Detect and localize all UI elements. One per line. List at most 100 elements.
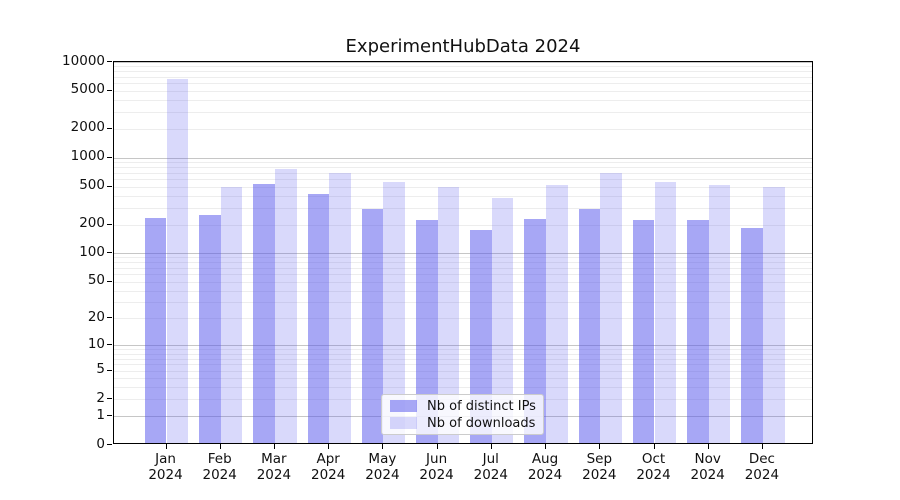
y-gridline-minor [114, 90, 812, 92]
bar-downloads-dec [762, 187, 785, 443]
y-tick-label: 1 [96, 406, 105, 423]
x-tick-label: Jul 2024 [459, 451, 523, 483]
bar-distinct-ips-dec [741, 228, 763, 443]
y-gridline-minor [114, 83, 812, 85]
bar-distinct-ips-jan [144, 217, 167, 443]
y-gridline-minor [114, 167, 812, 168]
legend-swatch-distinct-ips [390, 400, 417, 412]
x-tick [707, 444, 709, 449]
x-tick [436, 444, 438, 449]
y-gridline-minor [114, 224, 812, 226]
x-tick-label: Aug 2024 [513, 451, 577, 483]
x-tick-month: Jul [482, 451, 499, 467]
legend-swatch-downloads [390, 417, 417, 429]
y-tick-label: 20 [87, 308, 105, 325]
y-gridline-minor [114, 76, 812, 78]
y-tick [107, 280, 112, 282]
x-tick-label: Jun 2024 [405, 451, 469, 483]
x-tick-month: Sep [586, 451, 613, 467]
y-gridline-major [114, 253, 812, 255]
x-tick-month: Nov [694, 451, 721, 467]
y-tick [107, 344, 112, 346]
bar-distinct-ips-apr [307, 193, 330, 443]
bar-downloads-jun [437, 186, 460, 443]
y-gridline-minor [114, 262, 812, 264]
bar-distinct-ips-jun [415, 220, 438, 443]
x-tick [761, 444, 763, 449]
y-tick [107, 185, 112, 187]
y-gridline-minor [114, 112, 812, 114]
bar-distinct-ips-mar [253, 183, 275, 443]
x-tick-label: Sep 2024 [567, 451, 631, 483]
x-tick [653, 444, 655, 449]
x-tick-label: Feb 2024 [188, 451, 252, 483]
y-tick [107, 398, 112, 400]
bar-distinct-ips-aug [524, 218, 546, 443]
y-gridline-minor [114, 162, 812, 164]
y-tick [107, 317, 112, 319]
y-gridline-minor [114, 207, 812, 209]
x-tick-label: Mar 2024 [242, 451, 306, 483]
y-gridline-minor [114, 178, 812, 180]
y-tick-label: 10000 [62, 52, 105, 69]
x-tick-year: 2024 [365, 467, 400, 483]
x-tick [273, 444, 275, 449]
legend-label-downloads: Nb of downloads [427, 415, 536, 431]
y-tick-label: 5 [96, 361, 105, 377]
x-tick-year: 2024 [690, 467, 725, 483]
plot-area [113, 61, 813, 444]
legend-item-distinct-ips: Nb of distinct IPs [390, 399, 536, 414]
x-tick [219, 444, 221, 449]
x-tick-label: May 2024 [350, 451, 414, 483]
bar-downloads-feb [220, 186, 243, 443]
x-tick-month: May [368, 451, 397, 467]
y-gridline-minor [114, 387, 812, 389]
x-tick-year: 2024 [148, 467, 183, 483]
y-tick-label: 0 [96, 435, 105, 452]
x-tick-year: 2024 [636, 467, 671, 483]
legend: Nb of distinct IPs Nb of downloads [381, 394, 544, 435]
bar-distinct-ips-oct [632, 220, 655, 443]
y-gridline-minor [114, 349, 812, 351]
x-tick-year: 2024 [744, 467, 780, 483]
x-tick-label: Nov 2024 [676, 451, 740, 483]
y-tick-label: 5000 [70, 81, 105, 98]
y-gridline-minor [114, 378, 812, 380]
x-tick-year: 2024 [527, 467, 563, 483]
y-gridline-minor [114, 318, 812, 320]
x-tick-month: Mar [261, 451, 287, 467]
bar-downloads-oct [654, 181, 677, 443]
y-gridline-minor [114, 66, 812, 68]
x-tick-month: Dec [748, 451, 775, 467]
y-tick-label: 50 [87, 272, 105, 288]
y-tick-label: 1000 [70, 148, 105, 165]
x-tick-year: 2024 [311, 467, 346, 483]
bar-downloads-apr [329, 173, 351, 443]
y-gridline-minor [114, 186, 812, 188]
y-gridline-major [114, 62, 812, 63]
y-gridline-minor [114, 290, 812, 292]
x-tick [599, 444, 601, 449]
bar-downloads-jul [491, 197, 514, 443]
bar-downloads-jan [166, 79, 189, 443]
y-tick-label: 500 [79, 177, 105, 193]
y-tick [107, 156, 112, 158]
legend-item-downloads: Nb of downloads [390, 416, 535, 431]
y-gridline-minor [114, 128, 812, 130]
y-gridline-minor [114, 370, 812, 372]
x-tick-label: Dec 2024 [730, 451, 794, 483]
x-tick-month: Oct [641, 451, 666, 467]
y-gridline-minor [114, 100, 812, 102]
y-tick-label: 2000 [70, 119, 105, 136]
bar-distinct-ips-feb [199, 214, 221, 443]
x-tick [328, 444, 330, 449]
y-gridline-minor [114, 267, 812, 269]
bar-distinct-ips-sep [578, 208, 601, 443]
y-tick [107, 444, 112, 445]
y-tick-label: 200 [79, 215, 105, 231]
y-gridline-minor [114, 353, 812, 355]
x-tick-month: Apr [316, 451, 340, 467]
y-tick-label: 2 [96, 389, 105, 406]
bar-distinct-ips-jul [470, 230, 492, 443]
